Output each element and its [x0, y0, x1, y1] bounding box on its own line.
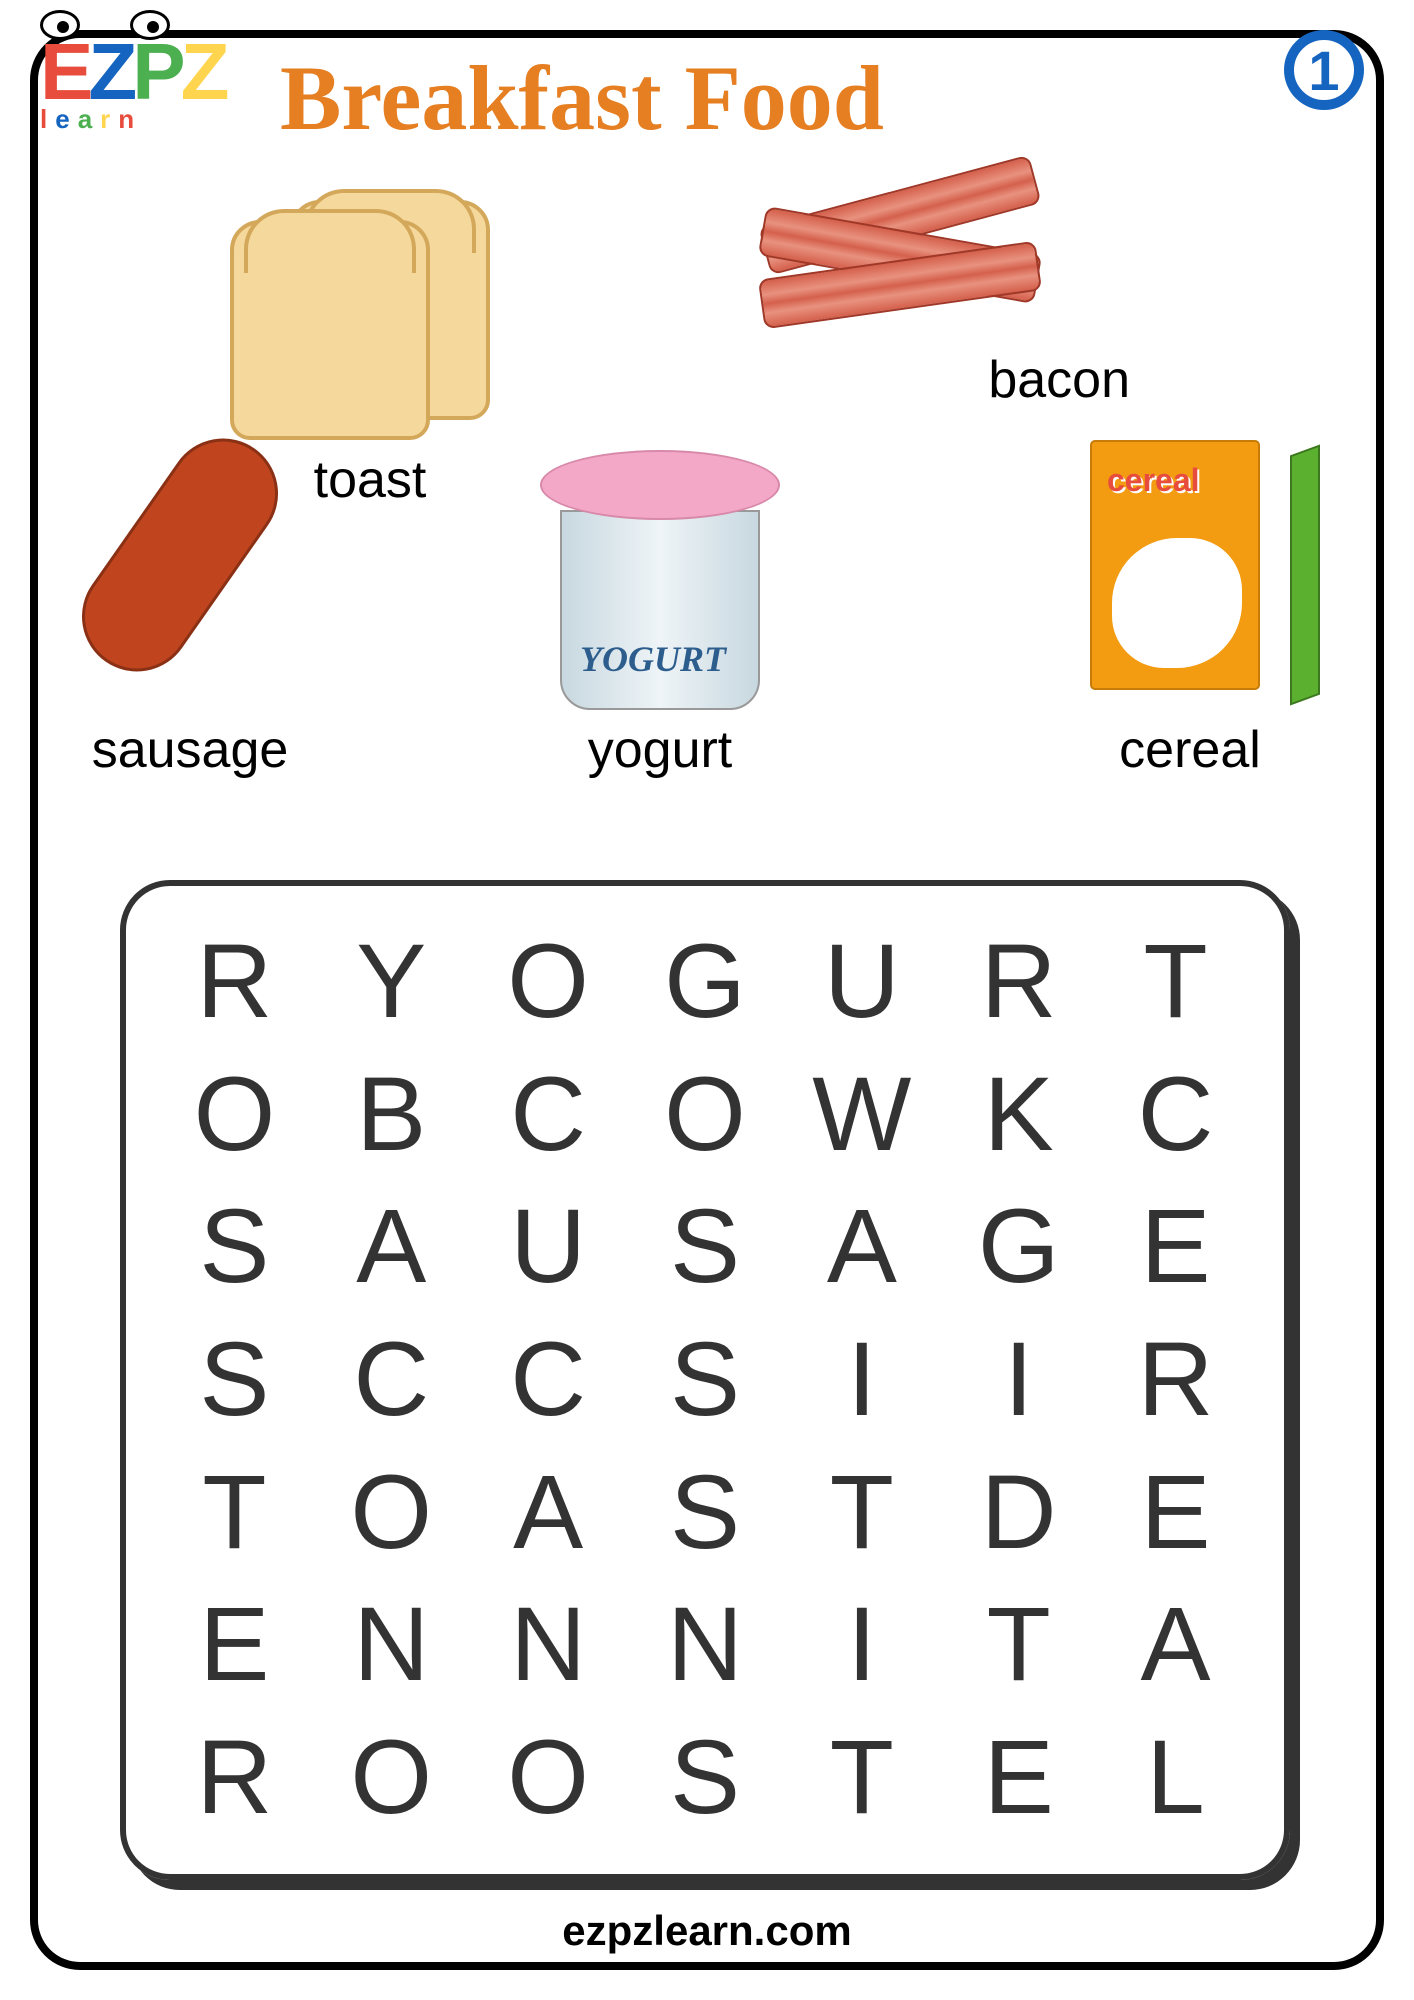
grid-letter: U: [783, 916, 940, 1049]
grid-letter: C: [470, 1049, 627, 1182]
grid-letter: S: [627, 1446, 784, 1579]
grid-letter: U: [470, 1181, 627, 1314]
footer-url: ezpzlearn.com: [0, 1907, 1414, 1955]
grid-letter: O: [470, 916, 627, 1049]
grid-letter: N: [470, 1579, 627, 1712]
grid-letter: N: [627, 1579, 784, 1712]
grid-letter: L: [1097, 1711, 1254, 1844]
grid-letter: S: [156, 1181, 313, 1314]
grid-letter: I: [940, 1314, 1097, 1447]
grid-letter: O: [313, 1711, 470, 1844]
grid-letter: A: [470, 1446, 627, 1579]
grid-letter: T: [783, 1711, 940, 1844]
bacon-icon: [760, 160, 1080, 340]
grid-letter: N: [313, 1579, 470, 1712]
cereal-label: cereal: [1090, 720, 1290, 780]
grid-letter: R: [156, 916, 313, 1049]
grid-letter: G: [627, 916, 784, 1049]
food-illustrations: toast bacon sausage YOGURT yogurt cereal: [70, 180, 1344, 820]
grid-letter: W: [783, 1049, 940, 1182]
cereal-icon: cereal: [1090, 440, 1290, 710]
bacon-label: bacon: [760, 350, 1130, 410]
grid-letter: E: [1097, 1181, 1254, 1314]
sausage-label: sausage: [50, 720, 330, 780]
grid-letter: R: [156, 1711, 313, 1844]
grid-letter: A: [1097, 1579, 1254, 1712]
grid-letter: O: [470, 1711, 627, 1844]
grid-letter: O: [627, 1049, 784, 1182]
page-number-badge: 1: [1284, 30, 1364, 110]
food-cereal: cereal cereal: [1090, 440, 1290, 780]
food-bacon: bacon: [760, 160, 1080, 410]
grid-letter: I: [783, 1314, 940, 1447]
grid-letter: C: [1097, 1049, 1254, 1182]
grid-letter: S: [627, 1181, 784, 1314]
grid-letter: R: [940, 916, 1097, 1049]
grid-letter: S: [156, 1314, 313, 1447]
grid-letter: D: [940, 1446, 1097, 1579]
grid-letter: S: [627, 1314, 784, 1447]
grid-letter: A: [783, 1181, 940, 1314]
logo: EZPZ learn: [40, 10, 224, 135]
grid-letter: E: [940, 1711, 1097, 1844]
grid-letter: A: [313, 1181, 470, 1314]
grid-letter: I: [783, 1579, 940, 1712]
grid-letter: S: [627, 1711, 784, 1844]
food-yogurt: YOGURT yogurt: [540, 450, 780, 780]
page-title: Breakfast Food: [280, 45, 884, 151]
food-sausage: sausage: [50, 410, 330, 780]
grid-letter: T: [1097, 916, 1254, 1049]
yogurt-icon: YOGURT: [540, 450, 780, 710]
toast-icon: [230, 180, 510, 440]
grid-letter: B: [313, 1049, 470, 1182]
grid-letter: C: [313, 1314, 470, 1447]
grid-letter: R: [1097, 1314, 1254, 1447]
grid-letter: C: [470, 1314, 627, 1447]
yogurt-label: yogurt: [540, 720, 780, 780]
grid-letter: E: [156, 1579, 313, 1712]
grid-letter: O: [156, 1049, 313, 1182]
grid-letter: K: [940, 1049, 1097, 1182]
grid-letter: E: [1097, 1446, 1254, 1579]
grid-letter: O: [313, 1446, 470, 1579]
grid-letter: T: [940, 1579, 1097, 1712]
grid-letter: G: [940, 1181, 1097, 1314]
grid-letter: T: [783, 1446, 940, 1579]
grid-letter: T: [156, 1446, 313, 1579]
word-search-grid: RYOGURTOBCOWKCSAUSAGESCCSIIRTOASTDEENNNI…: [120, 880, 1290, 1880]
sausage-icon: [50, 410, 330, 710]
grid-letter: Y: [313, 916, 470, 1049]
